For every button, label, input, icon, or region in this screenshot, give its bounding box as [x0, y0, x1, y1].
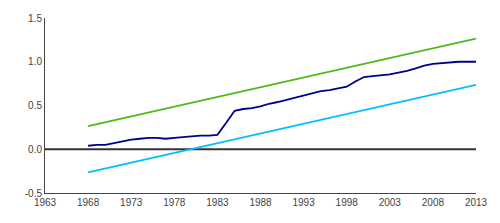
svg-text:0.5: 0.5 [28, 100, 42, 111]
svg-text:1963: 1963 [34, 197, 57, 208]
svg-text:1983: 1983 [206, 197, 229, 208]
svg-text:1973: 1973 [120, 197, 143, 208]
svg-text:1993: 1993 [292, 197, 315, 208]
svg-text:-0.5: -0.5 [25, 188, 43, 199]
svg-text:1978: 1978 [163, 197, 186, 208]
svg-text:0.0: 0.0 [28, 144, 42, 155]
svg-text:1998: 1998 [336, 197, 359, 208]
svg-text:2003: 2003 [379, 197, 402, 208]
svg-text:1.5: 1.5 [28, 13, 42, 24]
svg-text:1.0: 1.0 [28, 56, 42, 67]
svg-text:1988: 1988 [249, 197, 272, 208]
svg-text:1968: 1968 [77, 197, 100, 208]
svg-text:2008: 2008 [422, 197, 445, 208]
svg-text:2013: 2013 [465, 197, 488, 208]
